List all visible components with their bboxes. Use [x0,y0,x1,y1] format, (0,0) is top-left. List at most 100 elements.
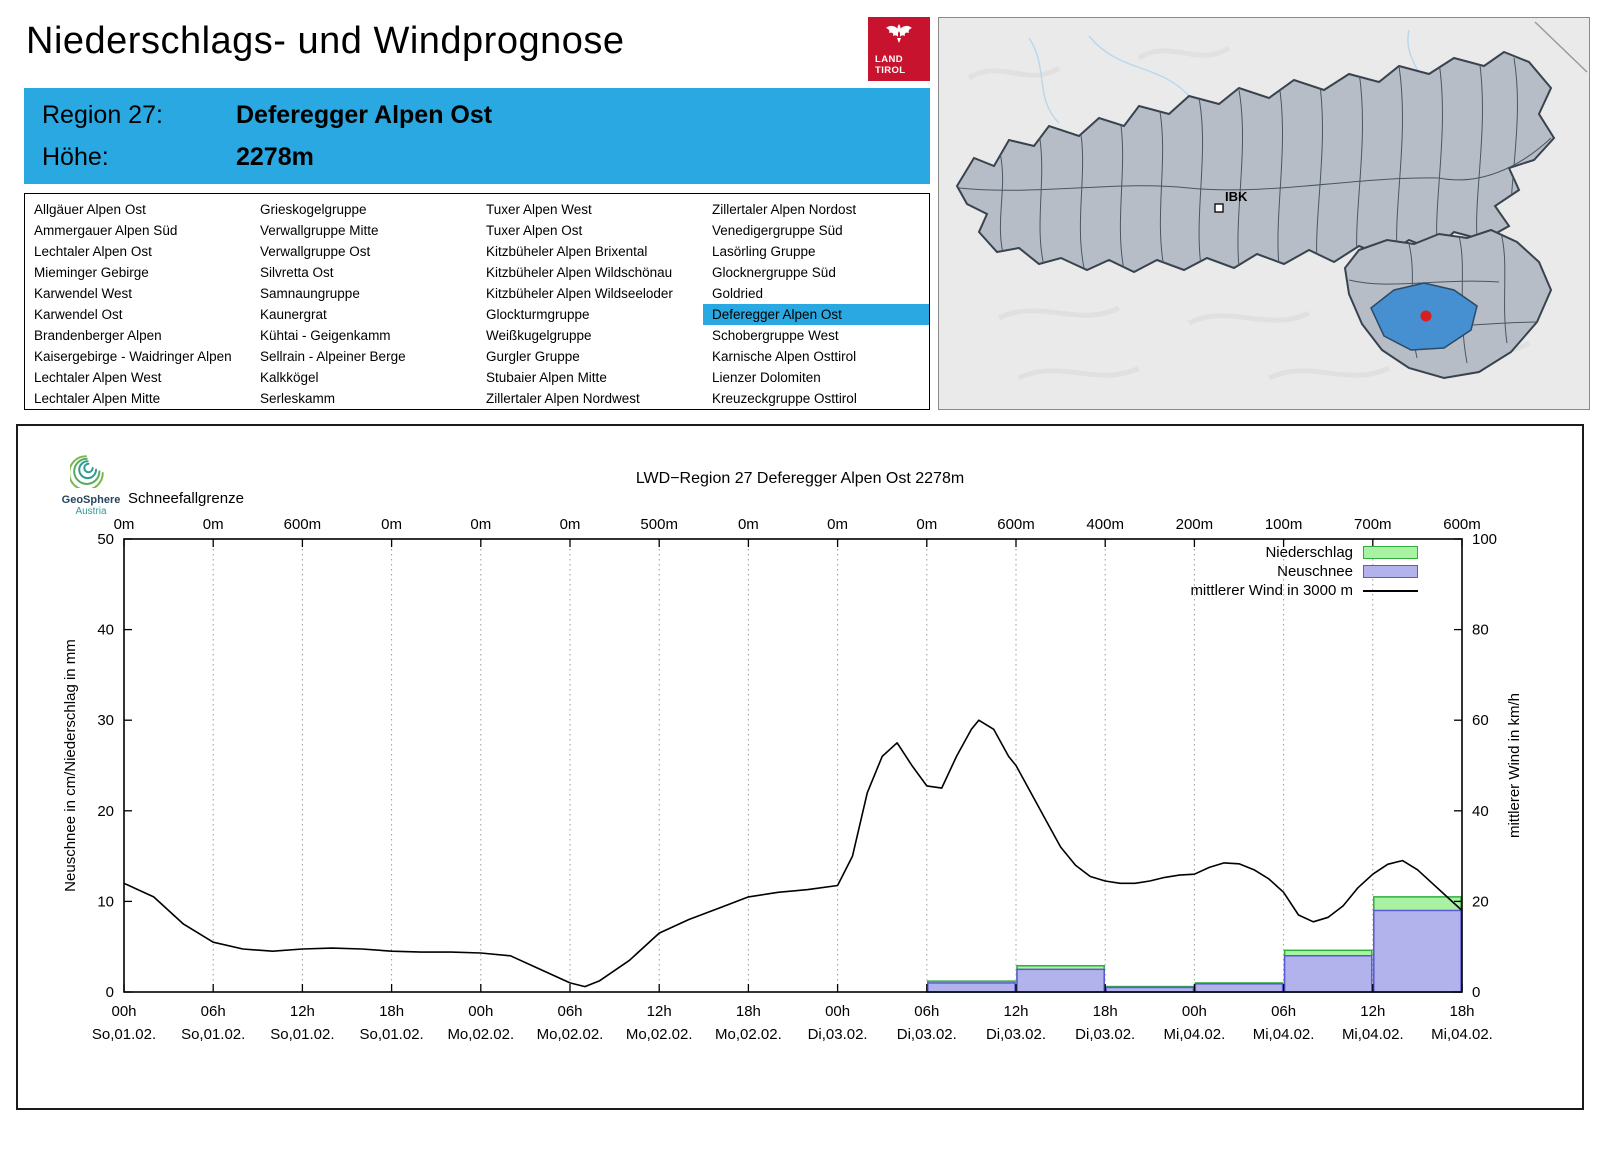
snowline-value-label: 0m [470,516,491,533]
x-time-label: 18h [379,1003,404,1020]
region-item[interactable]: Glockturmgruppe [486,307,590,322]
snowline-value-label: 0m [738,516,759,533]
region-item[interactable]: Ammergauer Alpen Süd [34,223,178,238]
x-date-label: Di,03.02. [808,1026,868,1043]
x-date-label: Mi,04.02. [1253,1026,1315,1043]
region-item[interactable]: Lechtaler Alpen Mitte [34,391,161,406]
x-time-label: 12h [647,1003,672,1020]
snowline-value-label: 0m [916,516,937,533]
tirol-map[interactable]: IBK [938,17,1590,410]
north-tirol-region[interactable] [955,50,1556,274]
snowline-value-label: 0m [827,516,848,533]
region-item[interactable]: Kaunergrat [260,307,327,322]
snowline-value-label: 500m [640,516,678,533]
x-date-label: Mi,04.02. [1164,1026,1226,1043]
region-item[interactable]: Lasörling Gruppe [712,244,816,259]
region-item[interactable]: Stubaier Alpen Mitte [486,370,607,385]
region-item[interactable]: Venedigergruppe Süd [712,223,843,238]
region-item[interactable]: Tuxer Alpen Ost [486,223,583,238]
plot-frame [123,538,1463,993]
region-item[interactable]: Kitzbüheler Alpen Brixental [486,244,648,259]
x-time-label: 00h [1182,1003,1207,1020]
snowline-value-label: 0m [560,516,581,533]
x-time-label: 18h [736,1003,761,1020]
x-date-label: Di,03.02. [1075,1026,1135,1043]
region-label: Region 27: [42,100,163,129]
snowline-value-label: 0m [203,516,224,533]
ibk-marker [1214,203,1224,213]
altitude-label: Höhe: [42,142,109,171]
region-item[interactable]: Grieskogelgruppe [260,202,367,217]
region-item[interactable]: Glocknergruppe Süd [712,265,836,280]
region-item[interactable]: Tuxer Alpen West [486,202,592,217]
region-item[interactable]: Gurgler Gruppe [486,349,580,364]
geosphere-swirl-icon [68,455,104,491]
region-item[interactable]: Kalkkögel [260,370,319,385]
x-time-label: 06h [557,1003,582,1020]
x-date-label: Mi,04.02. [1431,1026,1493,1043]
region-item[interactable]: Kitzbüheler Alpen Wildseeloder [486,286,673,301]
x-date-label: So,01.02. [359,1026,423,1043]
region-banner: Region 27: Deferegger Alpen Ost Höhe: 22… [24,88,930,184]
legend-row-niederschlag: Niederschlag [1190,543,1418,562]
region-item[interactable]: Weißkugelgruppe [486,328,592,343]
y-left-label: 20 [97,803,114,820]
region-item[interactable]: Silvretta Ost [260,265,334,280]
neuschnee-bar [1283,955,1373,993]
station-marker-dot [1420,310,1432,322]
region-item[interactable]: Sellrain - Alpeiner Berge [260,349,406,364]
region-item[interactable]: Verwallgruppe Mitte [260,223,379,238]
y-left-label: 40 [97,622,114,639]
geosphere-sub: Austria [75,506,107,517]
region-item[interactable]: Zillertaler Alpen Nordost [712,202,857,217]
y-right-label: 40 [1472,803,1489,820]
region-item[interactable]: Zillertaler Alpen Nordwest [486,391,640,406]
region-item[interactable]: Kaisergebirge - Waidringer Alpen [34,349,232,364]
neuschnee-bar [1016,968,1105,993]
region-item[interactable]: Serleskamm [260,391,336,406]
x-date-label: So,01.02. [181,1026,245,1043]
neuschnee-bar [1373,909,1462,993]
region-item[interactable]: Mieminger Gebirge [34,265,149,280]
ibk-label: IBK [1225,189,1248,204]
region-item[interactable]: Lechtaler Alpen West [34,370,162,385]
region-item[interactable]: Kitzbüheler Alpen Wildschönau [486,265,673,280]
x-time-label: 18h [1449,1003,1474,1020]
x-time-label: 12h [290,1003,315,1020]
y-right-label: 60 [1472,712,1489,729]
region-item[interactable]: Verwallgruppe Ost [260,244,371,259]
region-item[interactable]: Samnaungruppe [260,286,360,301]
x-time-label: 12h [1003,1003,1028,1020]
region-item-selected[interactable]: Deferegger Alpen Ost [703,304,929,325]
region-item[interactable]: Goldried [712,286,764,301]
region-item[interactable]: Schobergruppe West [712,328,839,343]
neuschnee-swatch-icon [1363,565,1418,578]
region-item[interactable]: Kühtai - Geigenkamm [260,328,391,343]
x-date-label: Di,03.02. [986,1026,1046,1043]
y-left-label: 10 [97,893,114,910]
map-svg[interactable]: IBK [939,18,1589,409]
region-item[interactable]: Kreuzeckgruppe Osttirol [712,391,857,406]
region-item[interactable]: Karwendel West [34,286,133,301]
region-item[interactable]: Brandenberger Alpen [34,328,162,343]
x-date-label: Mo,02.02. [447,1026,514,1043]
snowline-value-label: 0m [114,516,135,533]
chart-legend: Niederschlag Neuschnee mittlerer Wind in… [1190,543,1418,600]
region-item[interactable]: Allgäuer Alpen Ost [34,202,146,217]
y-left-label: 30 [97,712,114,729]
x-time-label: 18h [1093,1003,1118,1020]
x-time-label: 00h [825,1003,850,1020]
land-tirol-logo: LAND TIROL [868,17,930,81]
region-item[interactable]: Karwendel Ost [34,307,123,322]
region-item[interactable]: Karnische Alpen Osttirol [712,349,857,364]
region-item[interactable]: Lechtaler Alpen Ost [34,244,152,259]
snowline-value-label: 600m [284,516,322,533]
snowline-value-label: 0m [381,516,402,533]
region-column: Allgäuer Alpen Ost Ammergauer Alpen Süd Le… [25,199,251,409]
y-left-label: 0 [106,984,114,1001]
legend-label-niederschlag: Niederschlag [1265,544,1353,561]
x-time-label: 12h [1360,1003,1385,1020]
region-item[interactable]: Lienzer Dolomiten [712,370,821,385]
y-right-label: 0 [1472,984,1480,1001]
